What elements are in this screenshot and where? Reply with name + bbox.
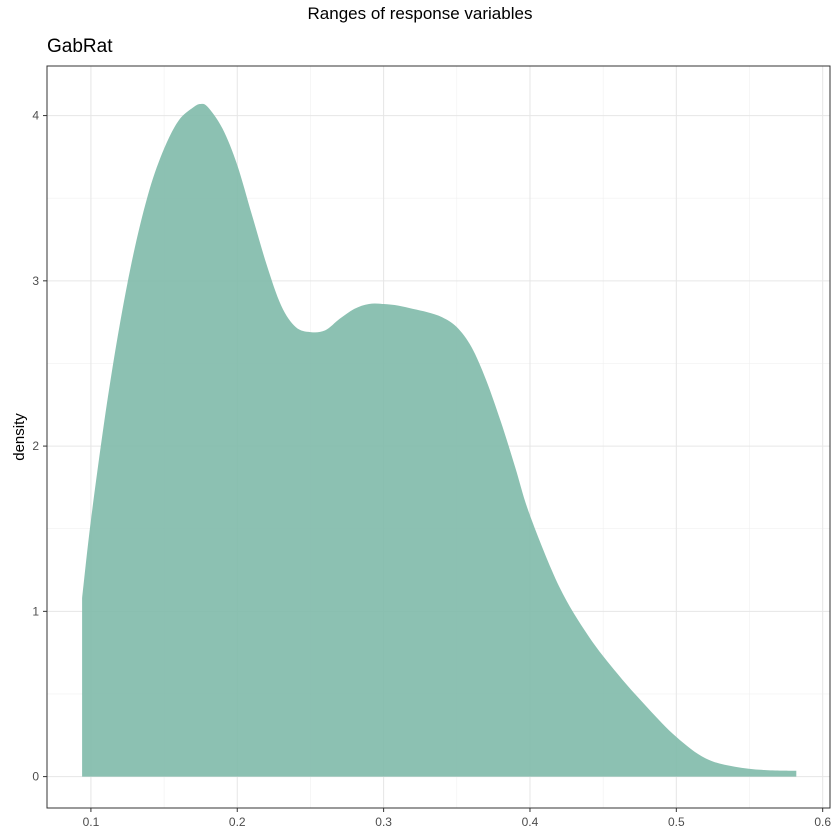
y-tick-label: 0 [32, 770, 39, 784]
x-tick-label: 0.6 [814, 815, 831, 829]
y-tick-label: 4 [32, 109, 39, 123]
panel-title: GabRat [47, 36, 113, 57]
x-tick-label: 0.5 [668, 815, 685, 829]
y-tick-label: 3 [32, 274, 39, 288]
y-axis: 0 1 2 3 4 [32, 109, 47, 784]
y-tick-label: 1 [32, 604, 39, 618]
y-axis-label: density [11, 413, 28, 461]
y-tick-label: 2 [32, 439, 39, 453]
chart-title: Ranges of response variables [307, 4, 533, 23]
x-axis: 0.1 0.2 0.3 0.4 0.5 0.6 [83, 808, 831, 829]
x-tick-label: 0.2 [229, 815, 246, 829]
x-tick-label: 0.4 [522, 815, 539, 829]
plot-border [46, 65, 831, 809]
density-area [82, 103, 797, 777]
x-tick-label: 0.1 [83, 815, 100, 829]
x-tick-label: 0.3 [375, 815, 392, 829]
